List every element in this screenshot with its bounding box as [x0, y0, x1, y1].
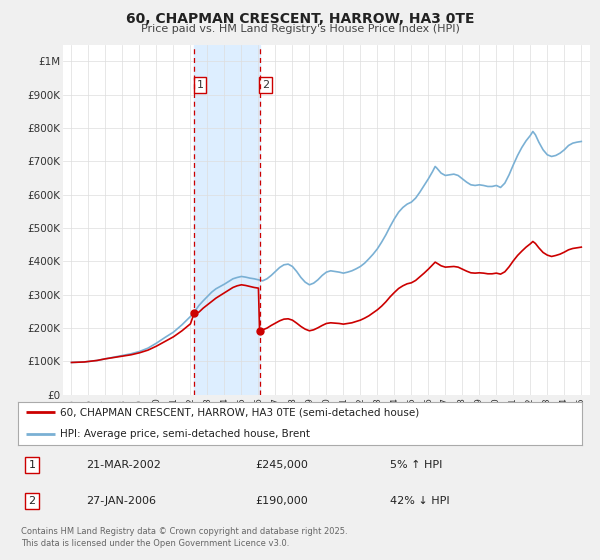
Bar	[194, 45, 260, 395]
Text: Contains HM Land Registry data © Crown copyright and database right 2025.
This d: Contains HM Land Registry data © Crown c…	[21, 527, 347, 548]
Text: 60, CHAPMAN CRESCENT, HARROW, HA3 0TE (semi-detached house): 60, CHAPMAN CRESCENT, HARROW, HA3 0TE (s…	[60, 408, 419, 417]
Text: £245,000: £245,000	[255, 460, 308, 470]
Text: 2: 2	[29, 496, 35, 506]
Text: 1: 1	[197, 80, 203, 90]
Text: 60, CHAPMAN CRESCENT, HARROW, HA3 0TE: 60, CHAPMAN CRESCENT, HARROW, HA3 0TE	[126, 12, 474, 26]
Text: 5% ↑ HPI: 5% ↑ HPI	[390, 460, 443, 470]
Text: 27-JAN-2006: 27-JAN-2006	[86, 496, 155, 506]
Text: HPI: Average price, semi-detached house, Brent: HPI: Average price, semi-detached house,…	[60, 430, 310, 439]
Text: 1: 1	[29, 460, 35, 470]
Text: 21-MAR-2002: 21-MAR-2002	[86, 460, 161, 470]
Text: Price paid vs. HM Land Registry's House Price Index (HPI): Price paid vs. HM Land Registry's House …	[140, 24, 460, 34]
Text: 2: 2	[262, 80, 269, 90]
Text: £190,000: £190,000	[255, 496, 308, 506]
Text: 42% ↓ HPI: 42% ↓ HPI	[390, 496, 450, 506]
